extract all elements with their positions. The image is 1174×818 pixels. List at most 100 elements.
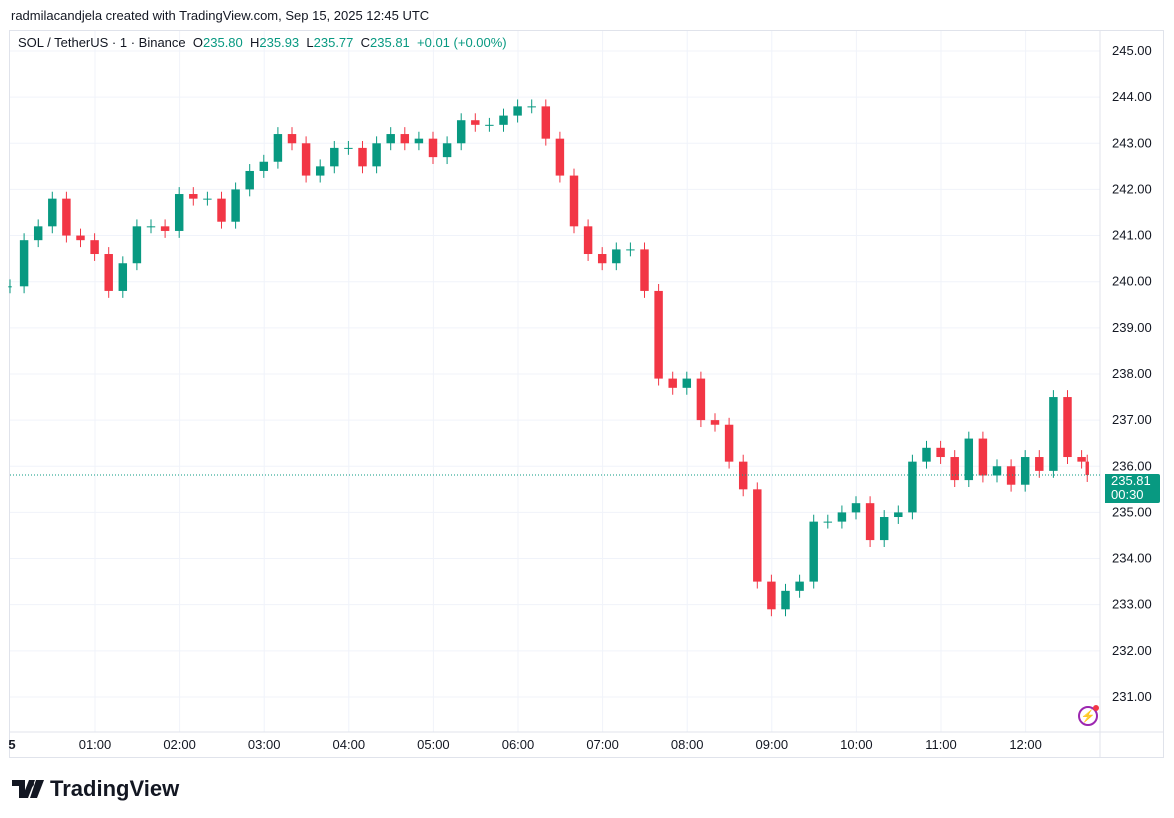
y-tick-label: 237.00 — [1112, 412, 1152, 427]
open-value: 235.80 — [203, 35, 243, 50]
candle — [19, 240, 29, 287]
candle — [1006, 466, 1016, 485]
candle — [865, 503, 875, 541]
high-value: 235.93 — [259, 35, 300, 50]
bar-countdown: 00:30 — [1111, 487, 1144, 502]
candle — [612, 249, 621, 264]
y-tick-label: 233.00 — [1112, 597, 1152, 612]
candle — [315, 166, 325, 176]
candle — [696, 378, 706, 421]
candle — [851, 503, 861, 513]
y-tick-label: 243.00 — [1112, 135, 1152, 150]
candle — [132, 226, 142, 264]
candle — [541, 106, 551, 139]
candle — [1049, 397, 1058, 471]
candle — [1063, 397, 1072, 458]
y-tick-label: 245.00 — [1112, 43, 1152, 58]
y-tick-label: 238.00 — [1112, 366, 1152, 381]
candle — [1085, 461, 1089, 476]
candle — [626, 249, 635, 251]
candle — [33, 226, 43, 241]
candle — [189, 194, 198, 199]
candle — [879, 517, 889, 541]
low-value: 235.77 — [313, 35, 354, 50]
candle — [62, 198, 71, 236]
candle — [1077, 457, 1086, 462]
candle — [710, 420, 720, 425]
chart-frame — [9, 30, 1164, 758]
tradingview-logo: TradingView — [12, 776, 179, 802]
candle — [795, 581, 804, 591]
candle — [513, 106, 522, 116]
low-label: L — [306, 35, 314, 50]
candle — [259, 161, 269, 171]
candle — [174, 194, 184, 231]
candle — [908, 461, 917, 513]
candle — [781, 590, 790, 610]
y-tick-label: 240.00 — [1112, 274, 1152, 289]
candle — [203, 198, 212, 200]
y-tick-label: 234.00 — [1112, 551, 1152, 566]
x-tick-label: 11:00 — [925, 737, 957, 752]
lightning-icon[interactable]: ⚡ — [1078, 705, 1099, 726]
x-tick-label: 05:00 — [417, 737, 450, 752]
y-tick-label: 242.00 — [1112, 181, 1152, 196]
candle — [160, 226, 170, 231]
y-tick-label: 241.00 — [1112, 228, 1152, 243]
y-tick-label: 231.00 — [1112, 689, 1152, 704]
candle — [964, 438, 974, 481]
candle — [471, 120, 480, 125]
candle — [146, 226, 156, 228]
candle — [372, 143, 381, 167]
candle — [1020, 457, 1030, 485]
candle — [950, 457, 959, 481]
candle — [724, 424, 734, 462]
candle — [287, 134, 297, 144]
candle — [231, 189, 240, 222]
change-value: +0.01 (+0.00%) — [417, 35, 507, 50]
candle — [90, 240, 99, 255]
x-tick-label: 10:00 — [840, 737, 873, 752]
x-tick-label: 07:00 — [586, 737, 619, 752]
candle — [344, 147, 353, 149]
candle — [245, 170, 254, 190]
candle — [118, 263, 128, 291]
candle — [400, 134, 410, 144]
candle — [753, 489, 762, 582]
candle — [894, 512, 903, 518]
x-tick-label: 01:00 — [79, 737, 112, 752]
close-value: 235.81 — [370, 35, 410, 50]
candle — [527, 106, 536, 108]
x-tick-label: 06:00 — [502, 737, 535, 752]
candle — [922, 447, 931, 462]
candle — [330, 147, 339, 167]
candle — [104, 254, 113, 291]
candle — [597, 254, 607, 264]
candle — [640, 249, 649, 291]
y-tick-label: 239.00 — [1112, 320, 1152, 335]
y-tick-label: 235.00 — [1112, 504, 1152, 519]
candle — [569, 175, 579, 227]
candle — [583, 226, 593, 255]
candle — [682, 378, 692, 388]
x-tick-label: 08:00 — [671, 737, 704, 752]
candle — [738, 461, 748, 490]
candle — [837, 512, 847, 522]
candle — [442, 143, 452, 158]
candle — [273, 134, 283, 162]
x-tick-label: 04:00 — [333, 737, 366, 752]
y-tick-label: 236.00 — [1112, 458, 1152, 473]
candle — [48, 198, 57, 227]
candle — [823, 521, 833, 523]
symbol-label[interactable]: SOL / TetherUS · 1 · Binance — [18, 35, 186, 50]
candle — [428, 138, 438, 158]
candle — [809, 521, 818, 582]
candle — [499, 115, 508, 125]
candle — [386, 134, 395, 144]
y-tick-label: 244.00 — [1112, 89, 1152, 104]
candle — [767, 581, 776, 610]
y-tick-label: 232.00 — [1112, 643, 1152, 658]
last-price-label: 235.81 00:30 — [1105, 474, 1160, 503]
candle — [76, 235, 85, 241]
